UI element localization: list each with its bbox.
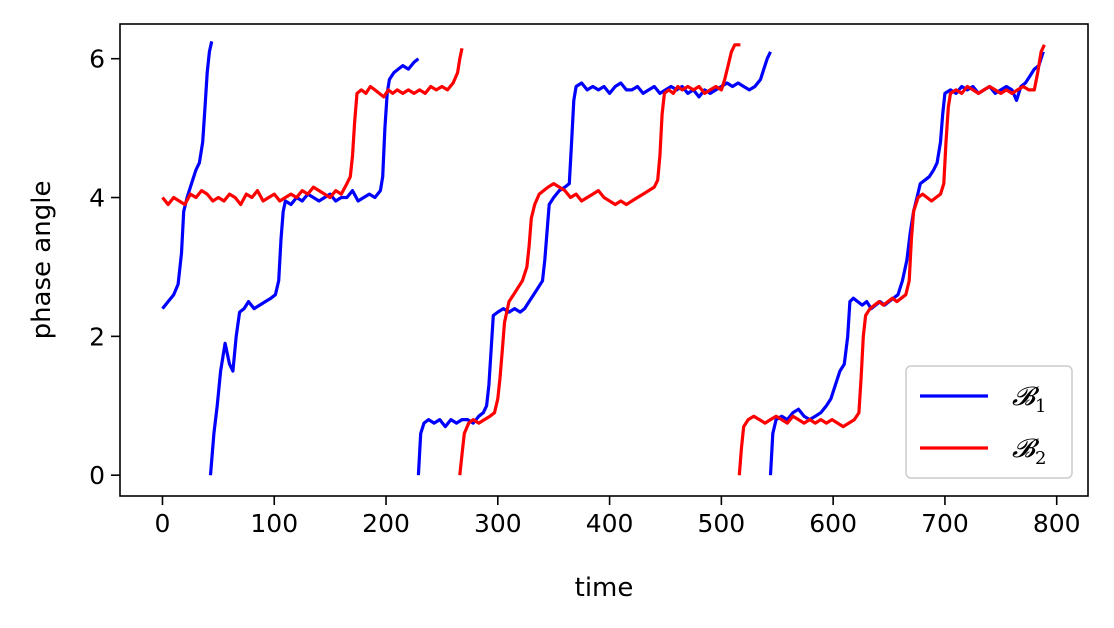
series-2-segment-1 xyxy=(161,47,464,207)
series-1-segment-1 xyxy=(161,41,214,310)
y-tick-label: 0 xyxy=(89,461,105,490)
y-axis-label: phase angle xyxy=(27,181,57,340)
x-tick-label: 700 xyxy=(921,509,969,538)
x-tick-label: 200 xyxy=(362,509,410,538)
x-tick-label: 400 xyxy=(586,509,634,538)
series-layer xyxy=(161,41,1046,476)
series-1-segment-4 xyxy=(768,51,1045,476)
x-axis-label: time xyxy=(575,573,634,603)
x-tick-label: 0 xyxy=(155,509,171,538)
series-1-segment-2 xyxy=(208,57,420,476)
series-1-segment-3 xyxy=(416,51,772,476)
x-tick-label: 100 xyxy=(250,509,298,538)
series-2-segment-2 xyxy=(458,43,741,476)
legend-box xyxy=(905,365,1073,479)
plot-frame xyxy=(119,23,1089,497)
x-tick-label: 300 xyxy=(474,509,522,538)
y-tick-label: 4 xyxy=(89,184,105,213)
x-tick-label: 600 xyxy=(809,509,857,538)
x-axis-ticks: 0 100 200 300 400 500 600 700 800 xyxy=(155,496,1081,538)
y-tick-label: 2 xyxy=(89,322,105,351)
x-tick-label: 800 xyxy=(1033,509,1081,538)
y-tick-label: 6 xyxy=(89,45,105,74)
x-tick-label: 500 xyxy=(698,509,746,538)
y-axis-ticks: 0 2 4 6 xyxy=(89,45,120,490)
series-2-segment-3 xyxy=(737,44,1046,476)
